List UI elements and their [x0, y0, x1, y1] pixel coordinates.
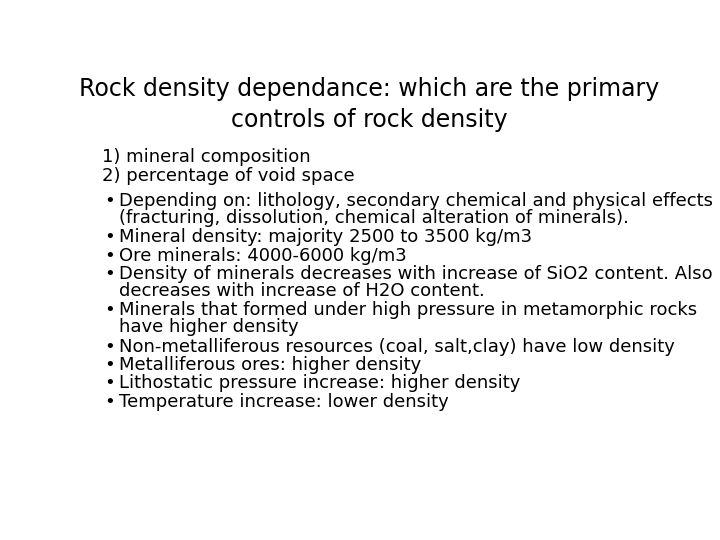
Text: 2) percentage of void space: 2) percentage of void space — [102, 167, 354, 185]
Text: have higher density: have higher density — [120, 319, 299, 336]
Text: 1) mineral composition: 1) mineral composition — [102, 148, 310, 166]
Text: Non-metalliferous resources (coal, salt,clay) have low density: Non-metalliferous resources (coal, salt,… — [120, 338, 675, 356]
Text: •: • — [104, 356, 114, 374]
Text: Depending on: lithology, secondary chemical and physical effects: Depending on: lithology, secondary chemi… — [120, 192, 714, 210]
Text: •: • — [104, 374, 114, 393]
Text: (fracturing, dissolution, chemical alteration of minerals).: (fracturing, dissolution, chemical alter… — [120, 209, 629, 227]
Text: decreases with increase of H2O content.: decreases with increase of H2O content. — [120, 282, 485, 300]
Text: Temperature increase: lower density: Temperature increase: lower density — [120, 393, 449, 411]
Text: •: • — [104, 265, 114, 283]
Text: •: • — [104, 192, 114, 210]
Text: •: • — [104, 301, 114, 320]
Text: •: • — [104, 338, 114, 356]
Text: •: • — [104, 228, 114, 246]
Text: Density of minerals decreases with increase of SiO2 content. Also: Density of minerals decreases with incre… — [120, 265, 713, 283]
Text: •: • — [104, 393, 114, 411]
Text: Lithostatic pressure increase: higher density: Lithostatic pressure increase: higher de… — [120, 374, 521, 393]
Text: Rock density dependance: which are the primary
controls of rock density: Rock density dependance: which are the p… — [79, 77, 659, 132]
Text: Metalliferous ores: higher density: Metalliferous ores: higher density — [120, 356, 422, 374]
Text: •: • — [104, 247, 114, 265]
Text: Mineral density: majority 2500 to 3500 kg/m3: Mineral density: majority 2500 to 3500 k… — [120, 228, 533, 246]
Text: Ore minerals: 4000-6000 kg/m3: Ore minerals: 4000-6000 kg/m3 — [120, 247, 408, 265]
Text: Minerals that formed under high pressure in metamorphic rocks: Minerals that formed under high pressure… — [120, 301, 698, 320]
